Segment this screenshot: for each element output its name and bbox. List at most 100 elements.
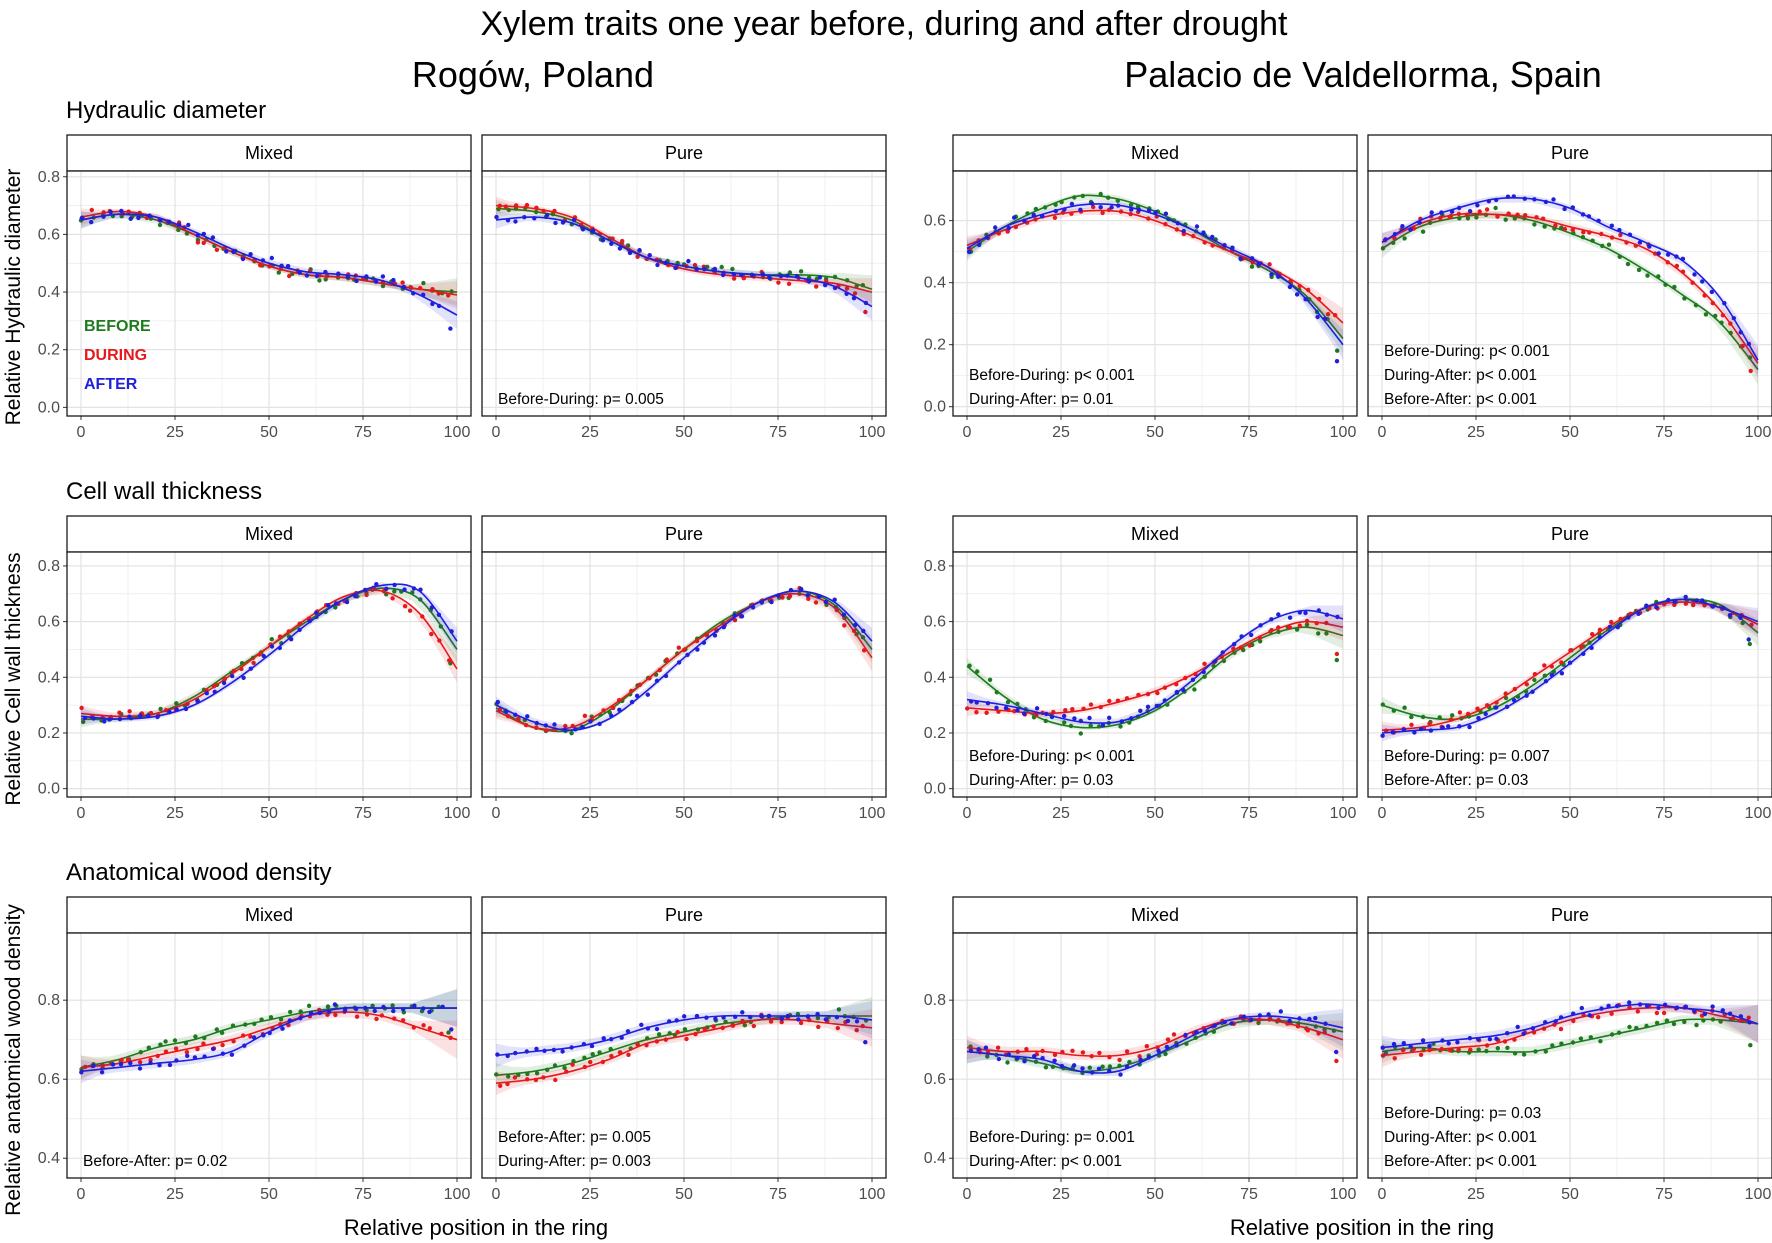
data-point [552,722,557,727]
data-point [779,1019,784,1025]
data-point [1401,1041,1407,1046]
data-point [1071,1063,1077,1068]
data-point [1543,1049,1549,1054]
panel-2-4: Pure 0 25 50 75 100 Before-During: p= 0.007 Bef… [1367,515,1772,822]
data-point [1402,705,1407,710]
data-point [1192,687,1197,692]
x-tick-label: 25 [1052,424,1070,441]
data-point [1609,1011,1614,1016]
data-point [1098,205,1103,210]
data-point [1107,1064,1113,1069]
data-point [1420,1038,1426,1043]
data-point [119,208,124,214]
x-tick-label: 75 [769,805,787,822]
row-title-cellwall: Cell wall thickness [66,478,262,505]
data-point [128,216,133,221]
panels: Mixed 0 25 50 75 100 0.0 0.2 0.4 0.6 0.8 BEFORE DURI… [38,134,1772,1203]
x-tick-label: 100 [444,424,471,441]
data-point [89,207,95,213]
x-tick-label: 75 [1655,805,1673,822]
data-point [1107,715,1112,720]
data-point [1006,225,1011,231]
data-point [512,1075,518,1080]
y-tick-label: 0.4 [924,275,946,292]
fit-line [966,609,1344,724]
data-point [506,1074,511,1079]
data-point [639,1022,644,1027]
data-point [128,1060,133,1066]
data-point [1503,217,1508,222]
data-point [553,1077,558,1083]
data-point [1427,1043,1432,1049]
panel-3-4: Pure 0 25 50 75 100 Before-During: p= 0.03 Duri… [1367,896,1772,1203]
panel-border [1367,551,1772,798]
data-point [1559,671,1565,676]
data-point [1062,720,1067,725]
confidence-band [1382,598,1758,739]
data-point [81,719,86,724]
data-point [1671,1021,1677,1027]
panel-border [952,932,1358,1179]
data-point [626,1052,631,1058]
data-point [201,240,206,246]
data-point [1625,261,1631,267]
data-point [1069,201,1075,207]
data-point [1609,223,1615,228]
x-tick-label: 100 [1330,1186,1357,1203]
y-tick-label: 0.6 [924,1071,946,1088]
panel-border [481,551,887,798]
panel-border [481,932,887,1179]
data-point [1078,207,1083,212]
data-point [852,291,858,296]
data-point [314,273,320,279]
data-point [229,1052,235,1057]
data-point [1427,721,1432,726]
data-point [1400,1047,1406,1053]
data-point [1654,1010,1660,1016]
data-point [806,596,811,601]
data-point [1267,262,1272,267]
data-point [863,1040,868,1045]
panel-border [952,551,1358,798]
fit-line [80,583,458,720]
data-point [769,599,774,605]
row-title-density: Anatomical wood density [66,859,331,886]
data-point [1654,605,1659,610]
data-point [1493,205,1498,211]
y-tick-label: 0.0 [38,399,60,416]
x-tick-label: 75 [1240,1186,1258,1203]
data-point [1532,222,1537,227]
panel-1-3: Mixed 0 25 50 75 100 0.0 0.2 0.4 0.6 Before-During… [924,134,1358,441]
data-point [823,1017,828,1022]
data-point [402,604,408,609]
data-point [635,254,640,259]
data-point [261,653,266,659]
x-tick-label: 75 [769,1186,787,1203]
x-tick-label: 25 [1467,805,1485,822]
fit-line [495,590,873,732]
data-point [1247,643,1253,648]
data-point [1450,713,1455,718]
x-tick-label: 25 [1052,1186,1070,1203]
site-title-poland: Rogów, Poland [412,54,654,95]
x-tick-label: 25 [166,424,184,441]
data-point [186,222,191,228]
data-point [656,1032,662,1037]
data-point [1682,1019,1687,1025]
data-point [1022,1059,1027,1064]
stat-annotation: During-After: p= 0.003 [498,1153,651,1170]
data-point [1087,1065,1093,1070]
data-point [1656,1005,1661,1010]
data-point [1043,1065,1049,1070]
data-point [1070,1048,1075,1054]
x-tick-label: 0 [963,1186,972,1203]
data-point [525,714,530,719]
x-tick-label: 50 [260,1186,278,1203]
data-point [1579,1005,1585,1011]
data-point [1238,256,1243,261]
data-point [1627,1024,1632,1030]
data-point [841,612,847,617]
row-title-hydraulic: Hydraulic diameter [66,97,266,124]
data-point [1392,1056,1397,1061]
